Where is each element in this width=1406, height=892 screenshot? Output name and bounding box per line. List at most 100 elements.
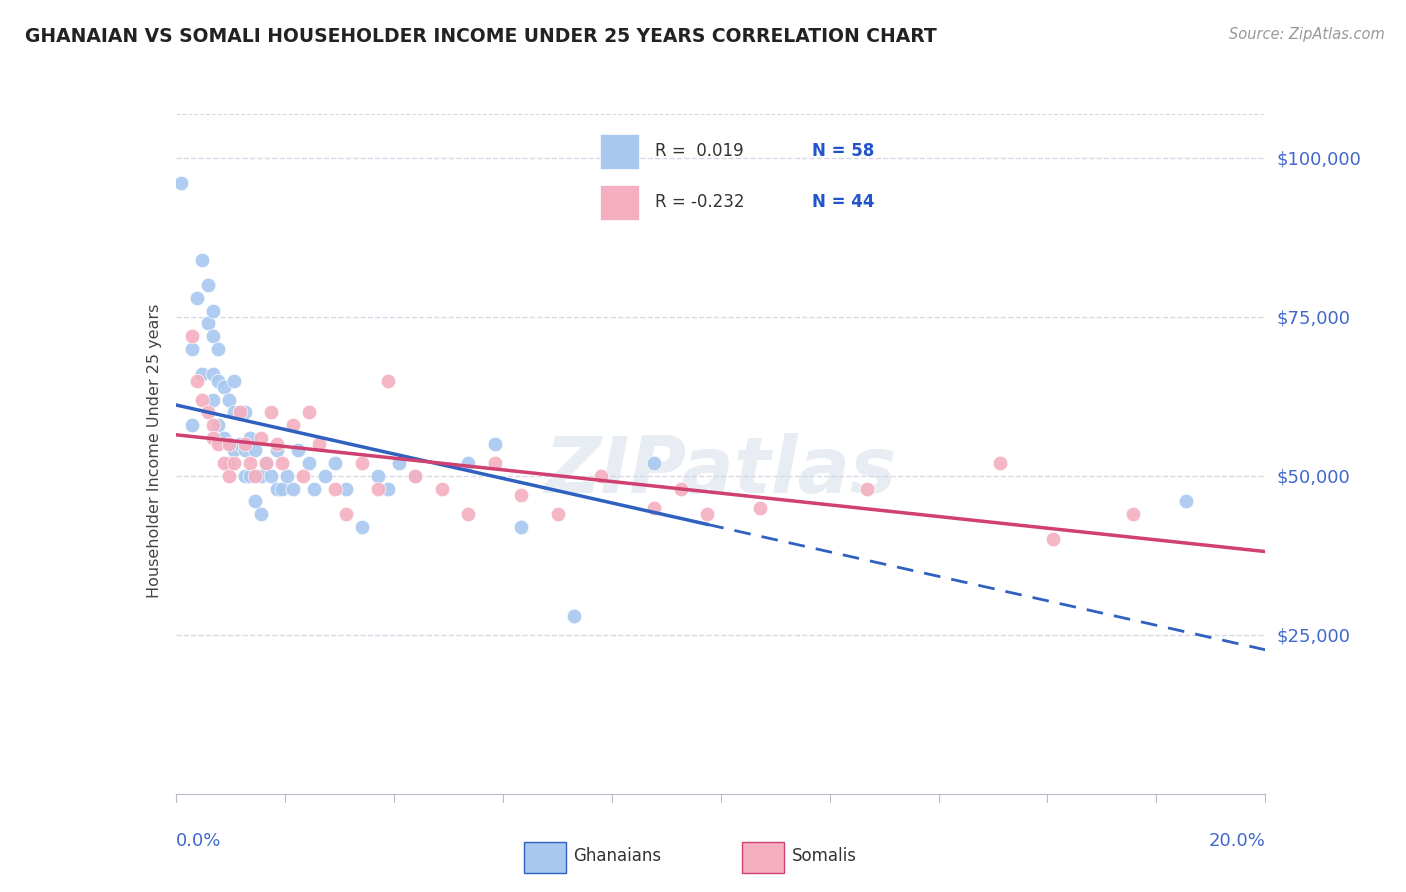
Point — [212, 431, 235, 445]
Point — [564, 608, 586, 623]
Point — [218, 392, 240, 407]
Point — [201, 303, 224, 318]
Point — [245, 469, 267, 483]
Text: ZIPatlas: ZIPatlas — [544, 433, 897, 509]
Point — [377, 482, 399, 496]
Point — [308, 437, 330, 451]
Point — [547, 507, 569, 521]
Point — [276, 469, 298, 483]
Point — [249, 431, 271, 445]
Point — [218, 437, 240, 451]
Point — [233, 443, 256, 458]
Point — [180, 342, 202, 356]
Point — [335, 482, 357, 496]
Point — [254, 456, 277, 470]
Point — [197, 316, 219, 330]
Point — [197, 405, 219, 419]
Point — [292, 469, 315, 483]
Point — [201, 431, 224, 445]
Point — [245, 494, 267, 508]
Point — [404, 469, 426, 483]
Point — [239, 456, 262, 470]
Point — [207, 417, 229, 432]
Point — [228, 437, 250, 451]
Text: 20.0%: 20.0% — [1209, 832, 1265, 850]
Point — [271, 482, 294, 496]
Point — [388, 456, 411, 470]
Y-axis label: Householder Income Under 25 years: Householder Income Under 25 years — [146, 303, 162, 598]
Point — [589, 469, 612, 483]
Point — [224, 405, 246, 419]
Point — [207, 374, 229, 388]
Point — [218, 456, 240, 470]
Point — [323, 482, 346, 496]
Point — [510, 520, 533, 534]
Point — [643, 500, 665, 515]
Point — [323, 456, 346, 470]
Point — [186, 291, 208, 305]
Bar — [524, 842, 565, 873]
Point — [260, 405, 283, 419]
Point — [180, 329, 202, 343]
Point — [298, 405, 321, 419]
Point — [180, 417, 202, 432]
Point — [239, 469, 262, 483]
Point — [197, 278, 219, 293]
Point — [484, 456, 506, 470]
Point — [212, 380, 235, 394]
Point — [186, 374, 208, 388]
Point — [249, 469, 271, 483]
Point — [245, 443, 267, 458]
Point — [988, 456, 1011, 470]
Point — [212, 456, 235, 470]
Point — [207, 437, 229, 451]
Point — [335, 507, 357, 521]
Point — [314, 469, 336, 483]
Point — [201, 417, 224, 432]
Point — [855, 482, 877, 496]
Point — [281, 482, 304, 496]
Point — [484, 437, 506, 451]
Point — [298, 456, 321, 470]
Point — [510, 488, 533, 502]
Point — [170, 177, 193, 191]
Text: Somalis: Somalis — [792, 847, 856, 864]
Text: Source: ZipAtlas.com: Source: ZipAtlas.com — [1229, 27, 1385, 42]
Point — [201, 329, 224, 343]
Point — [233, 469, 256, 483]
Point — [287, 443, 309, 458]
Text: GHANAIAN VS SOMALI HOUSEHOLDER INCOME UNDER 25 YEARS CORRELATION CHART: GHANAIAN VS SOMALI HOUSEHOLDER INCOME UN… — [25, 27, 936, 45]
Point — [228, 405, 250, 419]
Point — [350, 456, 373, 470]
Point — [191, 367, 214, 381]
Point — [266, 437, 288, 451]
Point — [367, 482, 389, 496]
Text: Ghanaians: Ghanaians — [574, 847, 662, 864]
Point — [457, 507, 479, 521]
Point — [367, 469, 389, 483]
Point — [696, 507, 718, 521]
Point — [218, 437, 240, 451]
Point — [218, 469, 240, 483]
Text: 0.0%: 0.0% — [176, 832, 221, 850]
Point — [191, 252, 214, 267]
Point — [207, 342, 229, 356]
Point — [233, 437, 256, 451]
Point — [271, 456, 294, 470]
Point — [350, 520, 373, 534]
Point — [254, 456, 277, 470]
Point — [404, 469, 426, 483]
Point — [377, 374, 399, 388]
Point — [1042, 533, 1064, 547]
Point — [191, 392, 214, 407]
Point — [669, 482, 692, 496]
Point — [1121, 507, 1143, 521]
Point — [224, 456, 246, 470]
Point — [302, 482, 325, 496]
Point — [201, 392, 224, 407]
Point — [266, 443, 288, 458]
Point — [233, 405, 256, 419]
Point — [457, 456, 479, 470]
Point — [281, 417, 304, 432]
Point — [1174, 494, 1197, 508]
